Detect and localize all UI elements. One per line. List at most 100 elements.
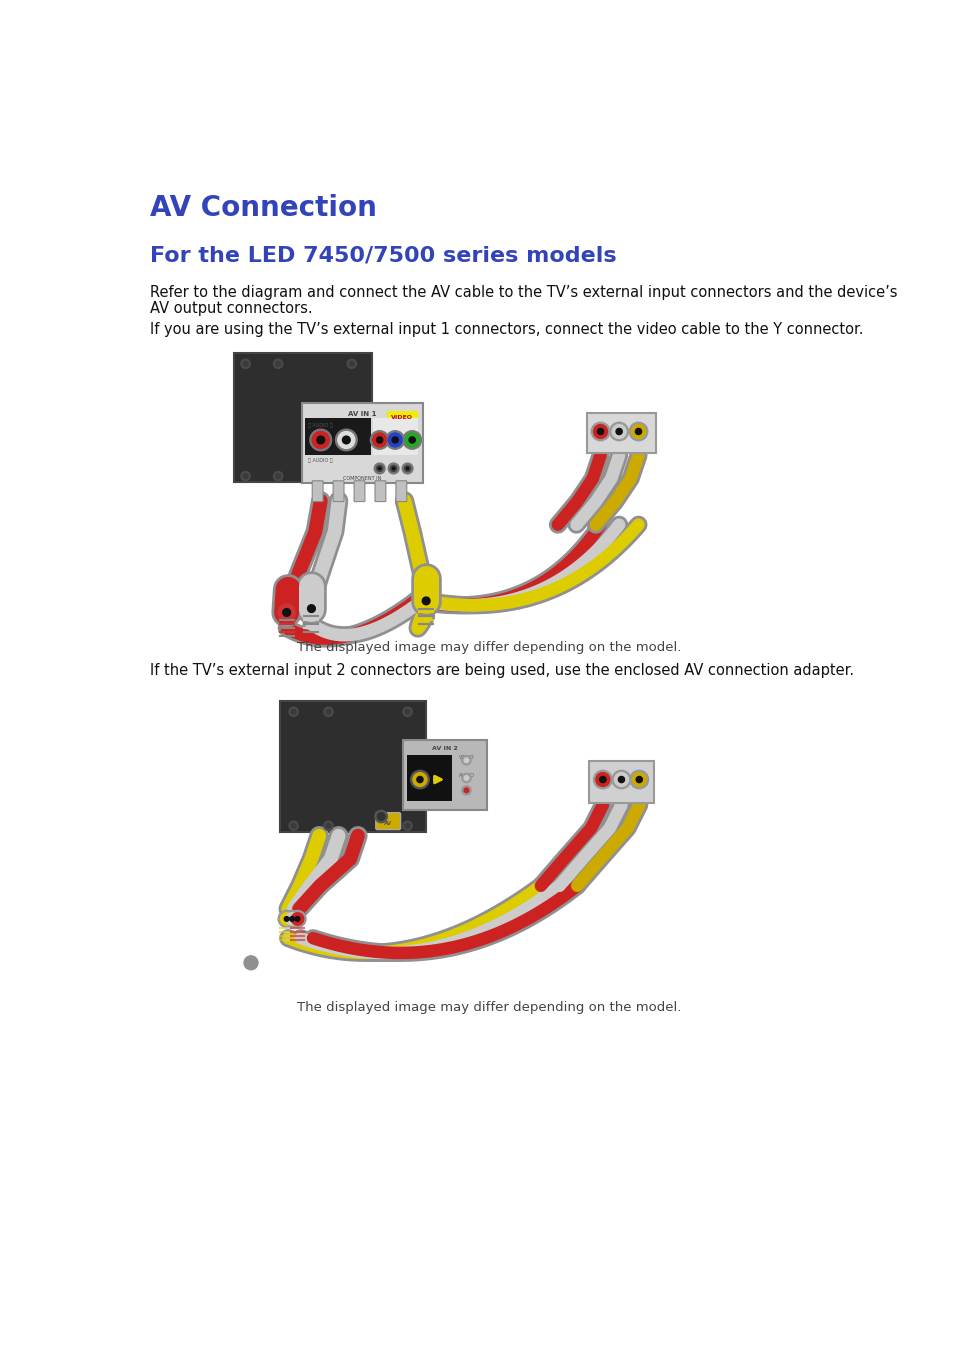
Circle shape (282, 609, 291, 617)
Circle shape (307, 605, 315, 613)
Circle shape (377, 813, 385, 821)
Circle shape (599, 776, 605, 783)
Text: If you are using the TV’s external input 1 connectors, connect the video cable t: If you are using the TV’s external input… (150, 323, 862, 338)
FancyBboxPatch shape (333, 481, 344, 502)
Circle shape (241, 471, 250, 481)
FancyBboxPatch shape (373, 417, 418, 455)
Circle shape (609, 423, 628, 440)
Circle shape (416, 776, 422, 783)
FancyBboxPatch shape (402, 740, 487, 810)
Circle shape (303, 601, 319, 617)
Circle shape (286, 913, 298, 925)
Circle shape (414, 593, 429, 609)
Circle shape (337, 432, 355, 448)
Circle shape (635, 428, 641, 435)
Circle shape (291, 710, 295, 714)
Text: AUDIO: AUDIO (458, 774, 474, 779)
Circle shape (244, 956, 257, 969)
FancyBboxPatch shape (395, 481, 406, 502)
Circle shape (612, 424, 625, 439)
Circle shape (410, 771, 429, 788)
Circle shape (464, 757, 468, 763)
Text: AV output connectors.: AV output connectors. (150, 301, 313, 316)
Text: COMPONENT IN: COMPONENT IN (343, 477, 381, 481)
Circle shape (402, 431, 421, 450)
Circle shape (312, 432, 329, 448)
Circle shape (461, 756, 471, 765)
Text: AV: AV (384, 821, 392, 826)
Circle shape (294, 917, 299, 921)
Circle shape (275, 474, 280, 478)
FancyBboxPatch shape (375, 481, 385, 502)
Circle shape (326, 710, 331, 714)
Circle shape (280, 913, 293, 925)
Circle shape (597, 428, 603, 435)
Circle shape (291, 824, 295, 828)
Circle shape (291, 913, 303, 925)
Circle shape (392, 467, 395, 470)
Circle shape (392, 437, 397, 443)
Circle shape (422, 597, 430, 605)
Circle shape (278, 910, 294, 927)
Circle shape (373, 433, 386, 447)
Circle shape (385, 431, 404, 450)
FancyBboxPatch shape (386, 410, 417, 420)
Circle shape (593, 424, 607, 439)
Circle shape (283, 910, 300, 927)
Circle shape (388, 433, 402, 447)
Text: For the LED 7450/7500 series models: For the LED 7450/7500 series models (150, 246, 617, 265)
Circle shape (405, 710, 410, 714)
Circle shape (596, 772, 609, 787)
Text: AV IN 2: AV IN 2 (432, 747, 457, 752)
Circle shape (404, 466, 410, 471)
Circle shape (275, 362, 280, 366)
Circle shape (310, 429, 332, 451)
FancyBboxPatch shape (302, 404, 422, 483)
Circle shape (388, 463, 398, 474)
Circle shape (243, 474, 248, 478)
Text: Ⓡ AUDIO Ⓛ: Ⓡ AUDIO Ⓛ (307, 423, 332, 428)
Circle shape (461, 786, 471, 795)
Circle shape (241, 359, 250, 369)
Circle shape (347, 471, 356, 481)
Circle shape (405, 747, 410, 751)
Circle shape (378, 467, 380, 470)
FancyBboxPatch shape (406, 755, 452, 801)
Circle shape (409, 437, 415, 443)
Circle shape (289, 821, 298, 830)
Circle shape (316, 436, 324, 444)
Circle shape (323, 707, 333, 717)
Circle shape (374, 463, 385, 474)
Circle shape (631, 424, 645, 439)
Circle shape (278, 603, 294, 621)
Text: Ⓡ AUDIO Ⓛ: Ⓡ AUDIO Ⓛ (307, 459, 332, 463)
Text: The displayed image may differ depending on the model.: The displayed image may differ depending… (296, 1002, 680, 1014)
Circle shape (376, 466, 382, 471)
Text: VIDEO: VIDEO (458, 755, 474, 760)
Circle shape (417, 593, 435, 609)
Circle shape (464, 788, 468, 792)
Circle shape (402, 821, 412, 830)
Circle shape (290, 917, 294, 921)
Circle shape (323, 821, 333, 830)
Circle shape (636, 776, 641, 783)
Circle shape (405, 791, 410, 795)
FancyBboxPatch shape (354, 481, 365, 502)
Circle shape (289, 707, 298, 717)
Circle shape (413, 772, 427, 787)
FancyBboxPatch shape (280, 701, 426, 832)
Text: AV IN 1: AV IN 1 (348, 410, 376, 417)
Text: AV Connection: AV Connection (150, 194, 376, 223)
Circle shape (612, 771, 630, 788)
Circle shape (349, 474, 354, 478)
Circle shape (405, 433, 418, 447)
Circle shape (464, 776, 468, 780)
Circle shape (629, 771, 648, 788)
Circle shape (402, 788, 412, 798)
FancyBboxPatch shape (312, 481, 323, 502)
Circle shape (349, 362, 354, 366)
Circle shape (593, 771, 612, 788)
Text: VIDEO: VIDEO (391, 414, 413, 420)
Text: If the TV’s external input 2 connectors are being used, use the enclosed AV conn: If the TV’s external input 2 connectors … (150, 663, 854, 678)
FancyBboxPatch shape (305, 417, 371, 455)
